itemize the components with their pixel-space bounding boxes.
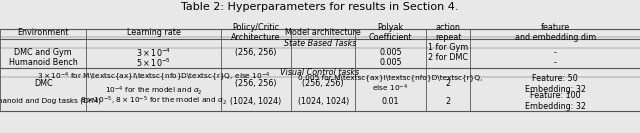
Text: (1024, 1024): (1024, 1024) (230, 97, 282, 106)
Text: Humanoid and Dog tasks (DrM): Humanoid and Dog tasks (DrM) (0, 98, 101, 104)
Text: DMC and Gym: DMC and Gym (14, 48, 72, 57)
Text: Feature: 50
Embedding: 32: Feature: 50 Embedding: 32 (525, 74, 586, 94)
Text: action
repeat: action repeat (435, 23, 461, 42)
Text: (256, 256): (256, 256) (236, 48, 276, 57)
Text: Polyak
Coefficient: Polyak Coefficient (369, 23, 412, 42)
Text: 0.01: 0.01 (381, 97, 399, 106)
Text: -: - (554, 48, 557, 57)
Text: 2: 2 (445, 79, 451, 88)
Text: Environment: Environment (17, 28, 69, 37)
Text: Visual Control tasks: Visual Control tasks (280, 68, 360, 77)
Text: 1 for Gym
2 for DMC: 1 for Gym 2 for DMC (428, 43, 468, 62)
Text: Learning rate: Learning rate (127, 28, 180, 37)
Text: $5 \times 10^{-5}$: $5 \times 10^{-5}$ (136, 56, 171, 68)
Text: Model architecture: Model architecture (285, 28, 361, 37)
Text: State Based Tasks: State Based Tasks (284, 39, 356, 48)
Text: $8 \times 10^{-5}$, $8 \times 10^{-5}$ for the model and $\alpha_2$: $8 \times 10^{-5}$, $8 \times 10^{-5}$ f… (80, 95, 227, 107)
Text: 0.005: 0.005 (379, 58, 402, 67)
Text: Humanoid Bench: Humanoid Bench (9, 58, 77, 67)
Text: 0.005 for M\textsc{ax}I\textsc{nfo}D\textsc{r}Q,
else $10^{-4}$: 0.005 for M\textsc{ax}I\textsc{nfo}D\tex… (298, 74, 483, 94)
Text: $3 \times 10^{-4}$: $3 \times 10^{-4}$ (136, 46, 171, 59)
Text: (1024, 1024): (1024, 1024) (298, 97, 349, 106)
Text: 2: 2 (445, 97, 451, 106)
Text: $3 \times 10^{-4}$ for M\textsc{ax}I\textsc{nfo}D\textsc{r}Q, else $10^{-4}$
$10: $3 \times 10^{-4}$ for M\textsc{ax}I\tex… (37, 70, 270, 97)
Text: feature
and embedding dim: feature and embedding dim (515, 23, 596, 42)
Text: (256, 256): (256, 256) (236, 79, 276, 88)
Text: Feature: 100
Embedding: 32: Feature: 100 Embedding: 32 (525, 91, 586, 111)
Text: Policy/Critic
Architecture: Policy/Critic Architecture (231, 23, 281, 42)
Text: -: - (554, 58, 557, 67)
Text: (256, 256): (256, 256) (303, 79, 344, 88)
Text: 0.005: 0.005 (379, 48, 402, 57)
Text: Table 2: Hyperparameters for results in Section 4.: Table 2: Hyperparameters for results in … (181, 2, 459, 12)
Text: DMC: DMC (34, 79, 52, 88)
